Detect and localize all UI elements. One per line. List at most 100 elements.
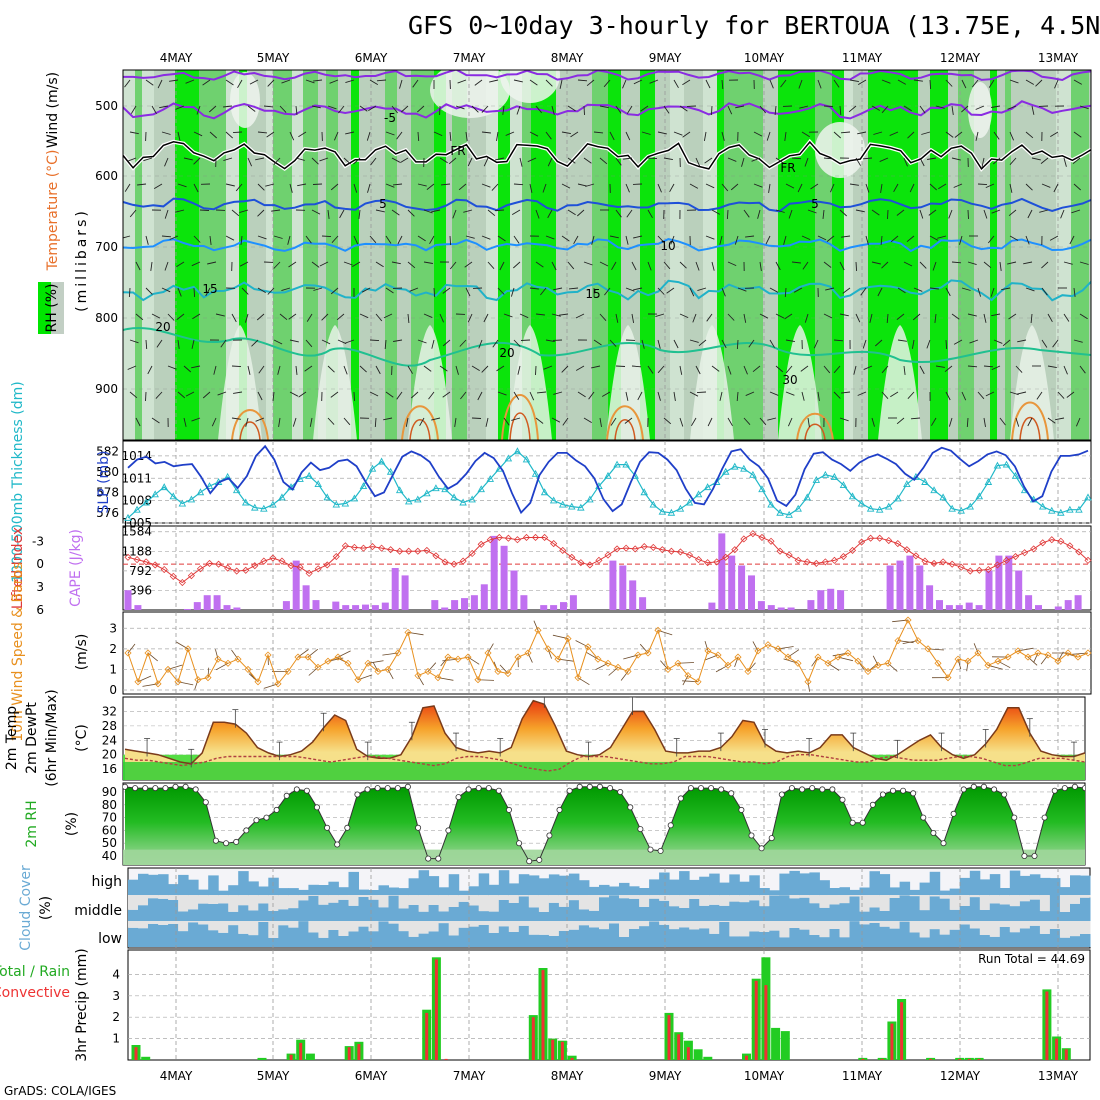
cloud-gap [949, 921, 961, 930]
cape-bar [837, 590, 845, 610]
wind-tick: 0 [109, 683, 117, 697]
rh-point [900, 787, 907, 794]
slp-axis-label: SLP (mb) [96, 450, 112, 513]
rh-band [1056, 70, 1071, 440]
cloud-cell [218, 890, 229, 896]
cape-bar [955, 605, 963, 610]
wind-barb [953, 183, 963, 188]
wind-barb [591, 365, 601, 369]
wind-barb [576, 209, 585, 217]
wind-barb [903, 157, 908, 167]
thickness-point [404, 497, 413, 505]
cloud-cell [899, 881, 911, 896]
cloud-gap [298, 895, 309, 901]
lifted-point [649, 543, 657, 551]
lifted-line [127, 533, 1089, 584]
wind-barb [791, 261, 801, 264]
cloud-gap [158, 895, 169, 899]
cloud-gap [959, 921, 971, 925]
wind-barb [281, 287, 291, 292]
wind-barb [583, 157, 592, 164]
rh-point [748, 832, 755, 839]
wind-barb [919, 365, 925, 375]
rh-point [505, 806, 512, 813]
wind-barb [1017, 391, 1027, 395]
wind10m-point [1054, 657, 1062, 665]
wind-barb [547, 209, 553, 219]
cloud-cell [589, 886, 600, 896]
rh-point [1082, 785, 1085, 792]
rh-point [920, 814, 927, 821]
cloud-cell [158, 924, 169, 947]
top-day-axis: 4MAY 5MAY 6MAY 7MAY 8MAY 9MAY 10MAY 11MAY 12MAY 1… [160, 51, 1079, 65]
cloud-cell [999, 927, 1011, 947]
cloud-cell [669, 929, 680, 947]
wind-barb [833, 339, 844, 342]
cloud-cell [819, 937, 830, 947]
cloud-cell [278, 925, 289, 947]
cloud-cell [378, 921, 389, 947]
wind-barb [935, 105, 945, 109]
wind-barb [478, 339, 483, 349]
cloud-cell [128, 879, 139, 896]
wind-barb [689, 287, 695, 297]
contour-30 [1019, 417, 1041, 440]
lifted-point [776, 547, 784, 555]
cloud-cell [809, 903, 820, 921]
wind-barb [407, 313, 410, 324]
rh-band [787, 70, 795, 440]
cloud-cell [1019, 901, 1031, 921]
precip-convective-bar [551, 1039, 555, 1060]
wind-barb [545, 339, 555, 343]
cloud-cell [398, 931, 410, 947]
rh-band [547, 70, 556, 440]
cloud-gap [839, 895, 850, 904]
wind-barb [263, 105, 274, 108]
cloud-cell [619, 936, 630, 947]
precip-total-bar [305, 1053, 315, 1060]
contour-25 [606, 405, 644, 440]
cloud-gap [558, 895, 570, 907]
cloud-cell [518, 896, 530, 921]
temp-tick: 16 [102, 762, 117, 776]
precip-convective-bar [745, 1055, 748, 1060]
cloud-cell [558, 906, 570, 921]
wind-barb [213, 365, 217, 375]
cloud-cell [739, 881, 750, 896]
cloud-cell [508, 931, 520, 947]
wind-barb [855, 313, 861, 323]
rh-point [465, 786, 472, 793]
wind-barb [407, 209, 415, 217]
wind10m-point [744, 667, 752, 676]
thickness-point [232, 486, 241, 494]
wind-barb [666, 287, 675, 294]
rh-point [394, 785, 401, 792]
wind-barb [791, 157, 802, 160]
cloud-cell [218, 903, 229, 921]
wind-barb [1072, 157, 1081, 165]
lifted-point [368, 543, 377, 551]
rh-band [778, 70, 787, 440]
thickness-point [966, 502, 975, 510]
cloud-cell [659, 900, 670, 921]
precip-convective-bar [560, 1041, 564, 1060]
thickness-point [767, 500, 775, 508]
cloud-cell [669, 879, 680, 896]
rh-band [948, 70, 958, 440]
wind-barb [359, 365, 367, 373]
precip-convective-bar [299, 1042, 303, 1060]
thickness-point [377, 457, 386, 465]
wind-barb [1054, 79, 1059, 89]
cloud-cell [749, 931, 760, 947]
wind10m-point [1034, 649, 1042, 657]
cloud-cell [388, 895, 399, 921]
wind-barb [164, 209, 169, 219]
cloud-cell [629, 928, 640, 947]
cloud-cell [1009, 932, 1021, 947]
wind10m-point [134, 678, 142, 686]
lifted-point [595, 556, 603, 564]
wind-barb [1015, 417, 1020, 427]
wind-barb [289, 183, 293, 193]
cloud-cell [458, 901, 470, 921]
wind-barb [233, 391, 243, 394]
